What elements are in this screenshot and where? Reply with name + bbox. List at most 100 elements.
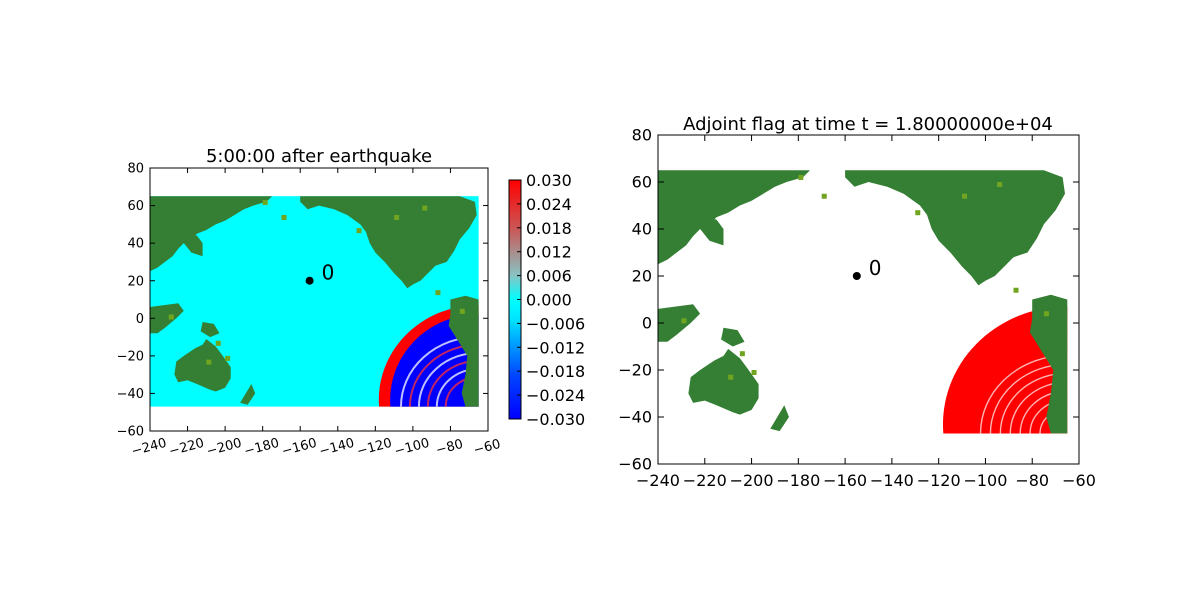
land-shoal (459, 308, 465, 314)
y-tick-label: 60 (632, 173, 652, 192)
colorbar-tick-label: −0.024 (526, 386, 585, 405)
left-plot-area (150, 196, 479, 407)
land-shoal (206, 359, 212, 365)
y-tick-label: −60 (117, 425, 144, 440)
colorbar-tick-label: 0.024 (526, 195, 572, 214)
left-epicenter-label: 0 (322, 261, 335, 285)
colorbar-tick-label: −0.012 (526, 338, 585, 357)
colorbar-tick-label: 0.012 (526, 243, 572, 262)
land-ng (721, 327, 745, 347)
land-nz (240, 384, 256, 405)
x-tick-label: −140 (318, 436, 356, 460)
right-plot-area (658, 170, 1068, 434)
land-japan (700, 217, 724, 246)
x-tick-label: −80 (434, 437, 464, 459)
y-tick-label: −40 (117, 387, 144, 402)
colorbar-tick-label: 0.006 (526, 267, 572, 286)
y-tick-label: 0 (136, 312, 144, 327)
x-tick-label: −180 (776, 471, 820, 490)
y-tick-label: 40 (127, 237, 144, 252)
land-shoal (1013, 287, 1019, 293)
land-shoal (821, 193, 827, 199)
land-shoal (1043, 311, 1049, 317)
land-australia (688, 348, 759, 415)
land-shoal (751, 370, 757, 375)
x-tick-label: −120 (917, 471, 961, 490)
land-nz (770, 405, 789, 432)
left-y-axis: −60 −40 −20 0 20 40 60 80 (117, 162, 488, 440)
y-tick-label: −60 (618, 455, 652, 474)
land-shoal (915, 210, 921, 216)
land-shoal (681, 318, 687, 324)
y-tick-label: 0 (642, 314, 652, 333)
land-australia (174, 339, 231, 392)
colorbar-tick-label: −0.018 (526, 362, 585, 381)
land-shoal (215, 340, 221, 346)
land-samerica (1029, 294, 1068, 434)
left-chart-title: 5:00:00 after earthquake (206, 146, 432, 167)
right-epicenter-label: 0 (869, 256, 882, 280)
y-tick-label: −40 (618, 408, 652, 427)
land-shoal (394, 214, 400, 220)
colorbar-tick-label: −0.030 (526, 410, 585, 429)
land-samerica (448, 295, 479, 407)
x-tick-label: −100 (393, 436, 431, 460)
land-shoal (422, 205, 428, 211)
right-y-axis: −60 −40 −20 0 20 40 60 80 (618, 126, 1079, 474)
right-chart: Adjoint flag at time t = 1.80000000e+04 … (618, 114, 1096, 490)
y-tick-label: −20 (618, 361, 652, 380)
x-tick-label: −180 (243, 436, 281, 460)
land-shoal (739, 351, 745, 357)
colorbar-ticks: 0.030 0.024 0.018 0.012 0.006 0.000 −0.006 −0.0… (517, 171, 585, 429)
y-tick-label: −20 (117, 349, 144, 364)
y-tick-label: 40 (632, 220, 652, 239)
land-indonesia (658, 304, 701, 342)
land-shoal (281, 214, 287, 220)
x-tick-label: −200 (205, 436, 243, 460)
land-shoal (262, 199, 268, 205)
x-tick-label: −220 (167, 436, 205, 460)
x-tick-label: −160 (823, 471, 867, 490)
x-tick-label: −100 (963, 471, 1007, 490)
colorbar-tick-label: 0.000 (526, 291, 572, 310)
x-tick-label: −120 (355, 436, 393, 460)
land-indonesia (150, 303, 184, 334)
left-plot-frame (149, 167, 489, 432)
land-asia (150, 196, 273, 272)
land-shoal (225, 355, 231, 361)
colorbar-tick-label: −0.006 (526, 314, 585, 333)
x-tick-label: −140 (870, 471, 914, 490)
y-tick-label: 20 (127, 274, 144, 289)
x-tick-label: −60 (1062, 471, 1096, 490)
land-shoal (962, 193, 968, 199)
land-asia (658, 170, 810, 265)
colorbar-tick-label: 0.030 (526, 171, 572, 190)
land-japan (183, 233, 203, 257)
x-tick-label: −60 (472, 437, 502, 459)
land-namerica (300, 196, 477, 289)
x-tick-label: −160 (280, 436, 318, 460)
land-shoal (997, 182, 1003, 187)
x-tick-label: −80 (1015, 471, 1049, 490)
left-chart: 5:00:00 after earthquake −240 −220 −200 −18… (117, 146, 503, 459)
colorbar-tick-label: 0.018 (526, 219, 572, 238)
right-plot-frame (657, 134, 1080, 465)
right-x-axis: −240 −220 −200 −180 −160 −140 −120 −100 −80 −60 (636, 135, 1096, 490)
land-shoal (435, 290, 441, 296)
x-tick-label: −220 (683, 471, 727, 490)
y-tick-label: 80 (632, 126, 652, 145)
right-chart-title: Adjoint flag at time t = 1.80000000e+04 (683, 114, 1053, 135)
x-tick-label: −200 (730, 471, 774, 490)
colorbar: 0.030 0.024 0.018 0.012 0.006 0.000 −0.006 −0.0… (508, 171, 585, 429)
right-epicenter-marker (852, 272, 861, 280)
land-shoal (798, 174, 804, 180)
y-tick-label: 80 (127, 162, 144, 177)
y-tick-label: 60 (127, 199, 144, 214)
land-shoal (168, 314, 174, 320)
y-tick-label: 20 (632, 267, 652, 286)
left-epicenter-marker (305, 276, 314, 285)
x-tick-label: −240 (636, 471, 680, 490)
land-shoal (728, 374, 734, 380)
land-shoal (356, 228, 362, 234)
